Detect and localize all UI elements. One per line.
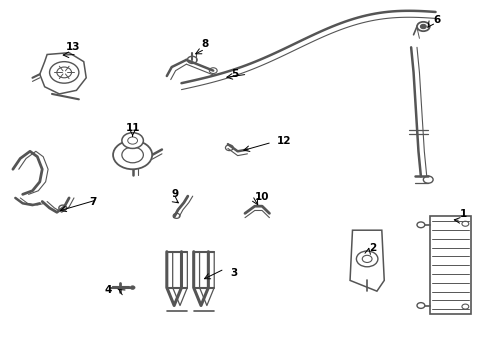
- Circle shape: [417, 303, 425, 309]
- Text: 3: 3: [231, 267, 238, 278]
- Circle shape: [420, 24, 426, 29]
- Text: 10: 10: [255, 192, 270, 202]
- Circle shape: [130, 286, 135, 289]
- Circle shape: [122, 133, 144, 148]
- Text: 12: 12: [277, 136, 292, 145]
- Text: 8: 8: [201, 39, 209, 49]
- Text: 9: 9: [171, 189, 178, 199]
- Circle shape: [113, 140, 152, 169]
- Text: 7: 7: [89, 197, 96, 207]
- Text: 11: 11: [125, 123, 140, 133]
- Text: 1: 1: [460, 209, 467, 219]
- Circle shape: [417, 222, 425, 228]
- Circle shape: [122, 147, 144, 163]
- Text: 4: 4: [104, 285, 112, 296]
- Text: 2: 2: [369, 243, 377, 253]
- Bar: [430, 216, 471, 315]
- Text: 5: 5: [232, 69, 239, 79]
- Text: 13: 13: [66, 42, 80, 52]
- Text: 6: 6: [433, 15, 441, 26]
- Circle shape: [417, 22, 430, 31]
